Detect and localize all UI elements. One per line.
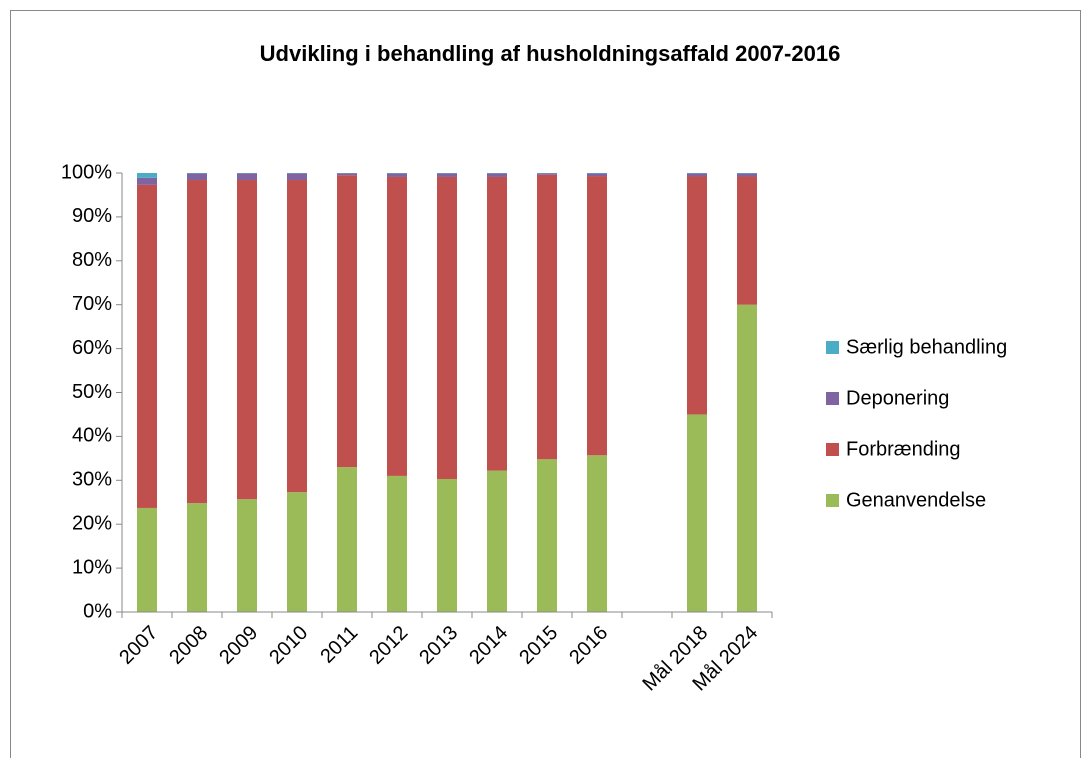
bar-segment — [137, 177, 157, 185]
legend-swatch — [826, 392, 839, 405]
bar-segment — [287, 180, 307, 493]
bar-segment — [287, 173, 307, 181]
y-tick-label: 70% — [72, 293, 112, 315]
y-tick-label: 10% — [72, 556, 112, 578]
bar-segment — [737, 173, 757, 177]
y-tick-label: 20% — [72, 512, 112, 534]
bar-segment — [337, 173, 357, 176]
y-tick-label: 90% — [72, 205, 112, 227]
bar-segment — [587, 455, 607, 612]
bar-segment — [387, 173, 407, 177]
bar-segment — [387, 176, 407, 476]
legend-swatch — [826, 443, 839, 456]
bar-segment — [687, 176, 707, 415]
bar-segment — [187, 180, 207, 504]
y-tick-label: 30% — [72, 469, 112, 491]
legend-label: Forbrænding — [846, 438, 961, 460]
chart-title: Udvikling i behandling af husholdningsaf… — [260, 41, 841, 66]
bar-segment — [187, 173, 207, 181]
y-tick-label: 0% — [83, 600, 112, 622]
bar-segment — [587, 173, 607, 177]
bar-segment — [237, 499, 257, 612]
y-tick-label: 40% — [72, 425, 112, 447]
bar-segment — [187, 503, 207, 612]
y-tick-label: 60% — [72, 337, 112, 359]
legend-swatch — [826, 341, 839, 354]
bar-segment — [737, 304, 757, 612]
bar-segment — [537, 173, 557, 175]
legend-label: Særlig behandling — [846, 336, 1007, 358]
bar-segment — [337, 467, 357, 612]
bar-segment — [487, 173, 507, 177]
bar-segment — [137, 507, 157, 612]
bar-segment — [437, 478, 457, 612]
bar-segment — [287, 492, 307, 612]
bar-segment — [487, 470, 507, 612]
legend-label: Genanvendelse — [846, 489, 986, 511]
legend-swatch — [826, 494, 839, 507]
bar-segment — [437, 173, 457, 177]
bar-segment — [337, 175, 357, 468]
bar-segment — [237, 180, 257, 500]
bar-segment — [737, 176, 757, 305]
bar-segment — [137, 184, 157, 508]
bar-segment — [237, 173, 257, 181]
y-tick-label: 50% — [72, 381, 112, 403]
bar-segment — [687, 414, 707, 612]
bar-segment — [537, 459, 557, 612]
y-tick-label: 80% — [72, 249, 112, 271]
bar-segment — [687, 173, 707, 177]
bar-segment — [437, 176, 457, 479]
bar-segment — [587, 176, 607, 456]
y-tick-label: 100% — [61, 161, 112, 183]
bar-segment — [537, 174, 557, 460]
bar-segment — [487, 176, 507, 471]
legend-label: Deponering — [846, 387, 949, 409]
bar-segment — [137, 173, 157, 178]
bar-segment — [387, 475, 407, 612]
